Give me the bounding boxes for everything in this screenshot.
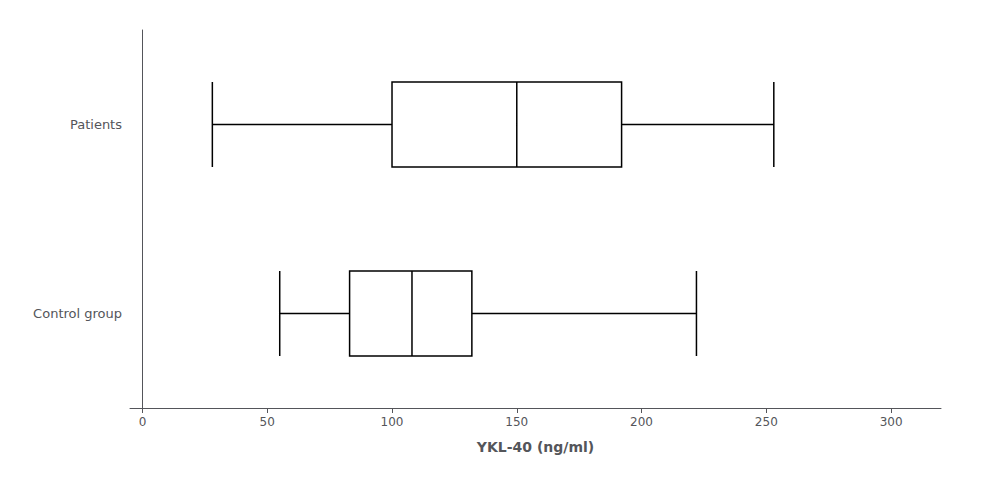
svg-text:50: 50 <box>260 415 275 429</box>
svg-text:100: 100 <box>381 415 404 429</box>
svg-text:200: 200 <box>630 415 653 429</box>
svg-text:Control group: Control group <box>33 306 122 321</box>
svg-text:0: 0 <box>139 415 147 429</box>
svg-text:150: 150 <box>505 415 528 429</box>
svg-text:300: 300 <box>880 415 903 429</box>
svg-text:Patients: Patients <box>70 117 122 132</box>
svg-text:YKL-40 (ng/ml): YKL-40 (ng/ml) <box>476 439 594 455</box>
svg-text:250: 250 <box>755 415 778 429</box>
